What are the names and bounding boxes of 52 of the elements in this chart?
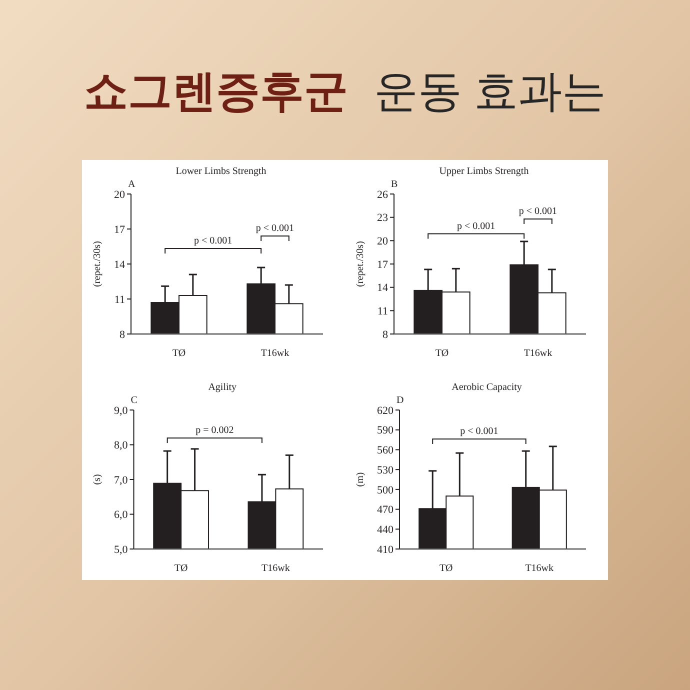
y-tick-label: 17 — [114, 224, 126, 236]
chart-subtitle: A — [128, 179, 136, 190]
y-tick-label: 440 — [377, 524, 394, 536]
annotation: p < 0.001 — [457, 220, 496, 232]
y-tick-label: 20 — [377, 236, 388, 248]
y-tick-label: 11 — [377, 306, 388, 318]
chart-title: Aerobic Capacity — [452, 382, 522, 393]
y-tick-label: 23 — [377, 212, 388, 224]
y-tick-label: 17 — [377, 258, 388, 271]
y-tick-label: 7,0 — [114, 474, 128, 486]
chart-title: Lower Limbs Strength — [176, 166, 266, 177]
text: 쇼그렌증후군 운동 효과는 — [84, 67, 606, 116]
x-tick-label: TØ — [172, 348, 186, 359]
y-tick-label: 6,0 — [114, 509, 128, 522]
y-tick-label: 8 — [382, 328, 388, 341]
chart-subtitle: C — [130, 395, 138, 406]
annotation: p = 0.002 — [196, 424, 234, 436]
y-tick-label: 470 — [377, 504, 394, 516]
y-axis-title: (repet./30s) — [355, 241, 366, 287]
chart-title: Agility — [208, 382, 237, 393]
y-axis-title: (m) — [355, 472, 366, 487]
x-tick-label: TØ — [435, 348, 449, 359]
x-tick-label: TØ — [174, 563, 188, 574]
y-tick-label: 410 — [377, 544, 394, 556]
annotation: p < 0.001 — [460, 426, 498, 438]
y-tick-label: 530 — [377, 464, 394, 476]
x-tick-label: T16wk — [524, 348, 552, 359]
y-tick-label: 620 — [377, 404, 394, 417]
y-tick-label: 14 — [377, 282, 388, 294]
chart-subtitle: D — [396, 395, 404, 406]
y-tick-label: 590 — [377, 424, 394, 437]
y-tick-label: 20 — [114, 188, 126, 201]
y-tick-label: 8 — [120, 328, 126, 341]
y-tick-label: 560 — [377, 444, 394, 457]
y-tick-label: 26 — [377, 188, 388, 201]
y-axis-title: (s) — [92, 474, 103, 485]
y-tick-label: 8,0 — [114, 440, 128, 452]
chart-subtitle: B — [391, 179, 398, 190]
x-tick-label: T16wk — [262, 563, 290, 574]
annotation: p < 0.001 — [256, 223, 294, 234]
y-tick-label: 500 — [377, 484, 394, 496]
y-tick-label: 14 — [114, 258, 126, 271]
y-tick-label: 11 — [114, 294, 125, 306]
y-tick-label: 9,0 — [114, 404, 128, 417]
y-axis-title: (repet./30s) — [92, 241, 103, 287]
chart-title: Upper Limbs Strength — [439, 166, 529, 177]
x-tick-label: T16wk — [260, 348, 290, 359]
x-tick-label: TØ — [439, 563, 453, 574]
annotation: p < 0.001 — [194, 235, 232, 246]
x-tick-label: T16wk — [525, 563, 554, 574]
annotation: p < 0.001 — [518, 206, 558, 218]
y-tick-label: 5,0 — [114, 544, 128, 556]
